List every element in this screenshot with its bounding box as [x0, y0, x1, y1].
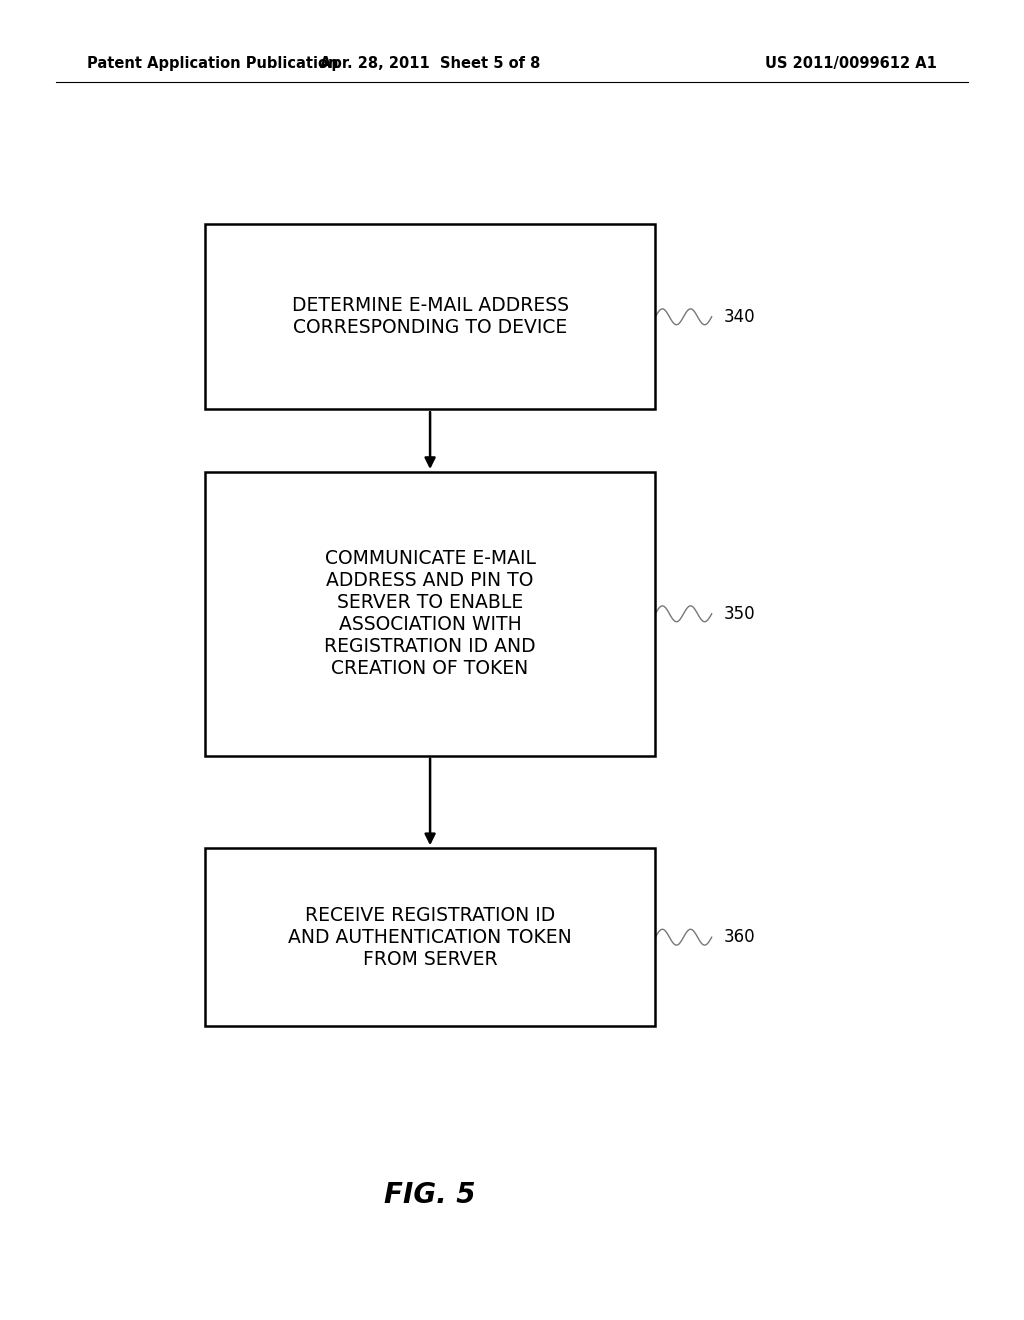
Text: 360: 360 [724, 928, 756, 946]
Bar [205, 849, 655, 1027]
Text: COMMUNICATE E-MAIL
ADDRESS AND PIN TO
SERVER TO ENABLE
ASSOCIATION WITH
REGISTRA: COMMUNICATE E-MAIL ADDRESS AND PIN TO SE… [325, 549, 536, 678]
Text: 350: 350 [724, 605, 756, 623]
Text: Apr. 28, 2011  Sheet 5 of 8: Apr. 28, 2011 Sheet 5 of 8 [319, 55, 541, 71]
Text: DETERMINE E-MAIL ADDRESS
CORRESPONDING TO DEVICE: DETERMINE E-MAIL ADDRESS CORRESPONDING T… [292, 296, 568, 338]
Text: Patent Application Publication: Patent Application Publication [87, 55, 339, 71]
Text: FIG. 5: FIG. 5 [384, 1180, 476, 1209]
Text: 340: 340 [724, 308, 756, 326]
Bar [205, 471, 655, 755]
Text: RECEIVE REGISTRATION ID
AND AUTHENTICATION TOKEN
FROM SERVER: RECEIVE REGISTRATION ID AND AUTHENTICATI… [288, 906, 572, 969]
Bar [205, 224, 655, 409]
Text: US 2011/0099612 A1: US 2011/0099612 A1 [765, 55, 937, 71]
